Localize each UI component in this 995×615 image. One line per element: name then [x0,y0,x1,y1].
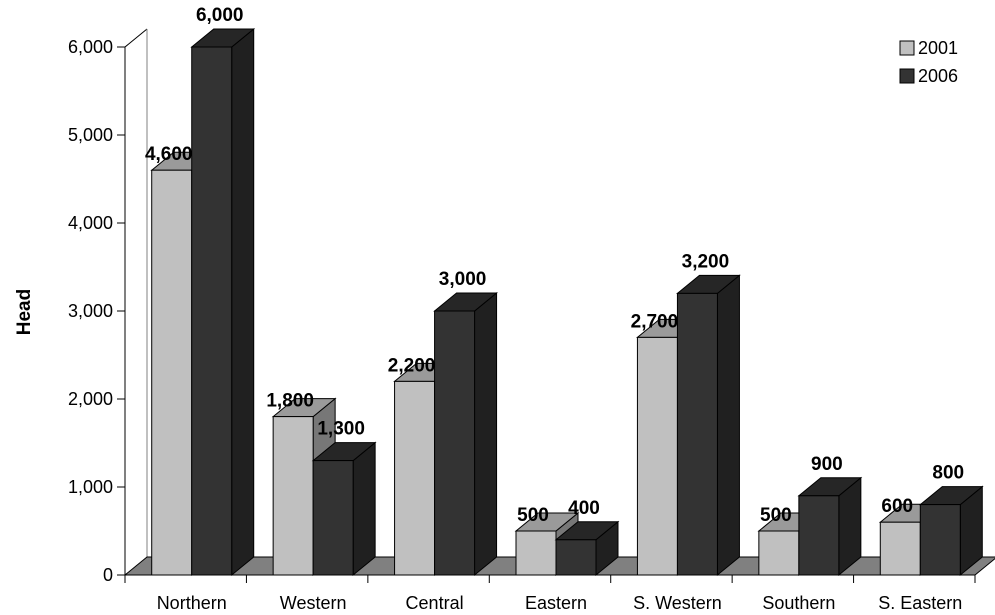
y-tick-label: 1,000 [68,477,113,497]
data-label: 800 [932,463,964,484]
bar-front [394,380,436,576]
data-label: 6,000 [196,5,244,26]
data-label: 2,700 [631,311,679,332]
x-tick-label: Eastern [525,593,587,613]
x-tick-label: S. Western [633,593,722,613]
data-label: 1,300 [317,419,365,440]
x-tick-label: Northern [157,593,227,613]
bar-front [515,530,557,576]
bar-front [879,521,921,576]
bar-side [716,274,740,577]
data-label: 900 [811,454,843,475]
x-tick-label: Central [406,593,464,613]
legend-swatch [899,68,915,84]
bar-2006-seastern [918,485,984,577]
data-label: 2,200 [388,355,436,376]
y-tick-label: 6,000 [68,37,113,57]
bar-front [151,169,193,576]
x-tick-label: S. Eastern [878,593,962,613]
data-label: 500 [517,505,549,526]
bar-side [352,441,376,577]
legend-label: 2001 [918,38,958,58]
y-axis-title: Head [14,289,35,335]
chart-walls [124,28,148,575]
y-tick-label: 0 [103,565,113,585]
legend-swatch [899,40,915,56]
data-label: 3,000 [439,269,487,290]
data-label: 500 [760,505,792,526]
bar-side [231,27,255,577]
bar-front [555,539,597,576]
x-tick-label: Southern [762,593,835,613]
legend-label: 2006 [918,66,958,86]
x-tick-label: Western [280,593,347,613]
bar-2001-northern [150,151,216,577]
bar-side [474,291,498,577]
data-label: 600 [881,496,913,517]
bar-front [676,292,718,576]
bar-2006-northern [190,27,256,577]
data-label: 3,200 [682,251,730,272]
data-label: 4,600 [145,144,193,165]
bar-front [191,46,233,576]
data-label: 1,800 [266,391,314,412]
y-axis: 0 1,000 2,000 3,000 4,000 5,000 6,000 [68,37,125,585]
y-tick-label: 3,000 [68,301,113,321]
bar-front [434,310,476,576]
bar-2006-western [311,441,377,577]
bar-2006-southern [797,476,863,577]
bar-front [272,416,314,576]
x-axis: Northern Western Central Eastern S. Western S… [124,575,976,613]
side-wall-outline [124,28,148,575]
bar-front [758,530,800,576]
bar-front [919,504,961,576]
bar-2006-eastern [554,520,620,577]
bar-front [798,495,840,576]
y-tick-label: 5,000 [68,125,113,145]
bar-2006-central [433,291,498,577]
bar-front [312,460,354,576]
legend: 2001 2006 [899,38,958,86]
bar-2006-swestern [676,274,741,577]
y-tick-label: 2,000 [68,389,113,409]
data-label: 400 [568,498,600,519]
y-tick-label: 4,000 [68,213,113,233]
bar-front [636,336,678,576]
bars [150,27,984,577]
